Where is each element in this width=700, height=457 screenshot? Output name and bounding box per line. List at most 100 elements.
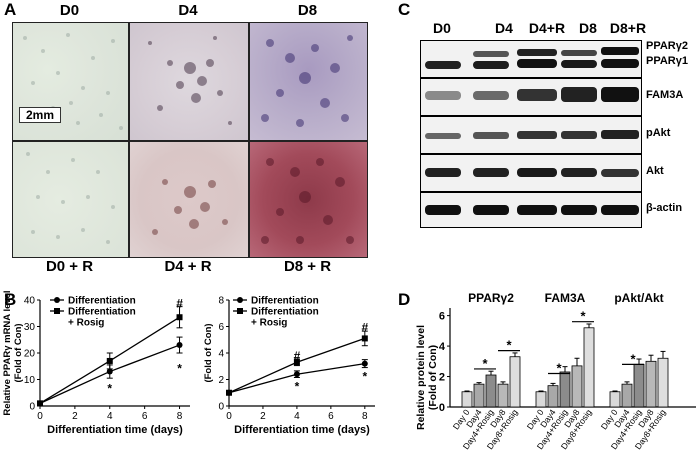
x-tick-label: 2 (72, 411, 78, 422)
y-tick-label: 0 (439, 402, 445, 414)
y-tick-label: 6 (218, 322, 224, 333)
bar (583, 327, 595, 408)
cell-texture (26, 152, 115, 244)
blot-pakt (420, 116, 642, 154)
x-axis-label: Differentiation time (days) (47, 424, 183, 436)
x-tick-label: 2 (260, 411, 266, 422)
lane-label-d8r: D8+R (609, 20, 647, 36)
annotation: * (362, 370, 367, 384)
lane-label-d4r: D4+R (528, 20, 566, 36)
bar (473, 383, 485, 408)
y-tick-label: 6 (439, 311, 445, 323)
y-tick-label: 10 (24, 375, 36, 386)
micro-label-d8: D8 (297, 2, 318, 19)
y-axis-label: (Fold of Con) (427, 345, 439, 410)
y-tick-label: 2 (439, 372, 445, 384)
significance-star: * (556, 360, 562, 375)
bar (657, 357, 669, 408)
micrograph-d8-r (249, 141, 368, 258)
data-point (106, 368, 113, 375)
cell-texture (261, 35, 353, 127)
legend-label: Differentiation (68, 307, 136, 318)
band-label-fam3a: FAM3A (646, 89, 684, 101)
y-tick-label: 0 (29, 402, 35, 413)
panel-label-d: D (398, 290, 411, 309)
micro-label-d8-r: D8 + R (283, 258, 332, 275)
micro-label-d4-r: D4 + R (164, 258, 212, 275)
bands-actin (425, 205, 639, 215)
micrograph-d0-r (12, 141, 129, 258)
y-axis-label: Relative protein level (415, 325, 427, 430)
annotation: # (294, 349, 301, 363)
legend-label: + Rosig (251, 318, 287, 329)
x-tick-label: 0 (37, 411, 43, 422)
band-label-ppar-g2: PPARγ2 (646, 40, 688, 52)
bar (497, 383, 509, 408)
significance-star: * (580, 309, 586, 324)
blot-akt (420, 154, 642, 192)
y-tick-label: 20 (24, 349, 36, 360)
legend-marker (237, 308, 243, 314)
data-point (37, 400, 43, 407)
bands-ppar (425, 47, 639, 69)
cell-texture (152, 179, 228, 235)
micrograph-d4 (129, 22, 249, 141)
lane-label-d4: D4 (495, 20, 513, 36)
panel-label-c: C (398, 0, 411, 19)
blot-actin (420, 192, 642, 228)
bar (547, 385, 559, 408)
band-label-akt: Akt (646, 165, 664, 177)
y-tick-label: 4 (218, 349, 224, 360)
x-tick-label: 4 (294, 411, 300, 422)
x-tick-label: 6 (142, 411, 148, 422)
annotation: * (107, 381, 112, 395)
data-point (293, 371, 300, 378)
bar (645, 360, 657, 408)
legend-label: Differentiation (68, 296, 136, 307)
blot-fam3a (420, 78, 642, 116)
y-tick-label: 4 (439, 341, 446, 353)
y-tick-label: 0 (218, 402, 224, 413)
data-point (176, 342, 183, 349)
x-tick-label: 4 (107, 411, 113, 422)
data-point (293, 359, 300, 366)
micro-label-d0: D0 (59, 2, 80, 19)
legend-label: Differentiation (251, 296, 319, 307)
legend-marker (54, 308, 60, 314)
micro-label-d4: D4 (178, 2, 198, 19)
bands-pakt (425, 130, 639, 139)
bar (621, 383, 633, 408)
bar (559, 371, 571, 408)
x-axis-label: Differentiation time (days) (234, 424, 370, 436)
group-title: PPARγ2 (468, 291, 514, 305)
bar (485, 374, 497, 408)
bar (609, 391, 621, 408)
bar (571, 365, 583, 408)
bands-fam3a (425, 87, 639, 102)
data-point (226, 389, 232, 396)
cell-texture (261, 158, 354, 244)
x-tick-label: 8 (362, 411, 368, 422)
y-axis-label: (Fold of Con) (13, 323, 24, 382)
y-tick-label: 40 (24, 296, 36, 307)
annotation: * (177, 362, 182, 376)
micrograph-d8 (249, 22, 368, 141)
x-tick-label: 0 (226, 411, 232, 422)
blot-ppar (420, 40, 642, 78)
significance-star: * (506, 338, 512, 353)
micro-label-d0-r: D0 + R (45, 258, 94, 275)
y-tick-label: 2 (218, 375, 224, 386)
x-tick-label: 6 (328, 411, 334, 422)
annotation: # (361, 321, 368, 335)
significance-star: * (630, 351, 636, 366)
cell-texture (148, 36, 232, 125)
data-point (106, 357, 113, 364)
bar (535, 391, 547, 408)
annotation: # (176, 297, 183, 311)
line-chart-fam3a: 0 2 4 6 8 0 2 4 6 8 Differentiation time (days) Rel… (200, 290, 375, 436)
band-label-actin: β-actin (646, 202, 683, 214)
bands-akt (425, 168, 639, 177)
data-point (361, 335, 368, 342)
group-title: pAkt/Akt (614, 291, 663, 305)
